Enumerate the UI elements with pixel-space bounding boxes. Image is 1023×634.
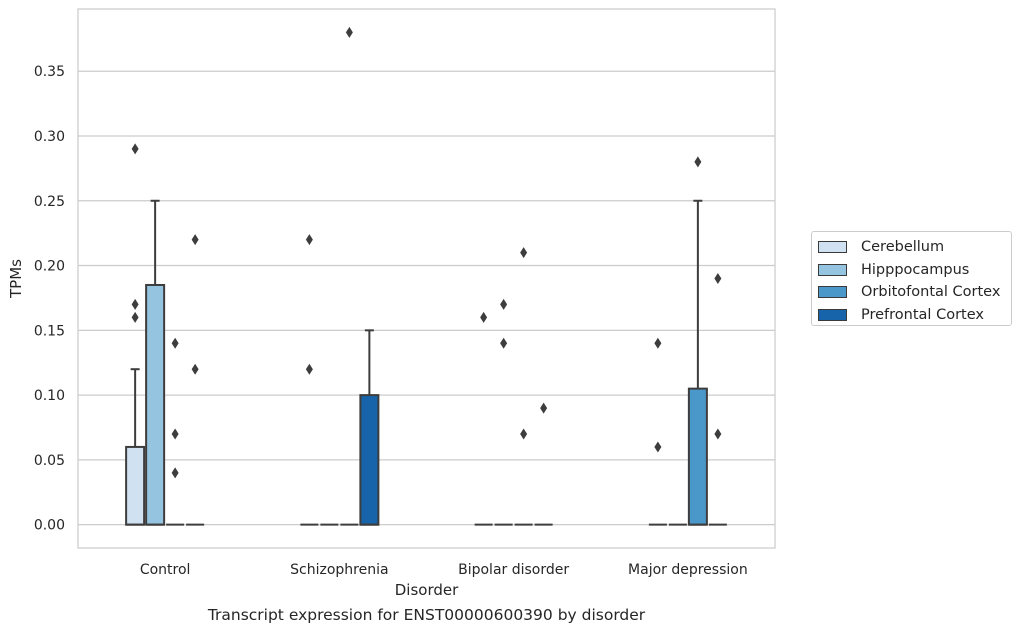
box-body [125, 445, 146, 526]
legend-swatch [818, 308, 847, 321]
y-axis-label: TPMs [7, 259, 25, 299]
outlier-point [520, 428, 528, 440]
x-tick-label: Schizophrenia [290, 562, 388, 578]
box-prefrontal-cortex [359, 329, 380, 526]
box-body [687, 387, 708, 526]
y-tick-label: 0.05 [34, 453, 65, 469]
plot-area [78, 9, 775, 548]
legend-swatch [818, 286, 847, 299]
y-tick-labels: 0.00 0.05 0.10 0.15 0.20 0.25 0.30 0.35 [34, 64, 65, 533]
x-tick-label: Bipolar disorder [458, 562, 569, 578]
outlier-point [171, 337, 179, 349]
legend-label: Prefrontal Cortex [861, 306, 984, 323]
legend-label: Hipppocampus [861, 261, 970, 278]
outlier-point [500, 337, 508, 349]
box-cerebellum [125, 368, 146, 526]
outlier-point [305, 363, 313, 375]
outlier-point [520, 247, 528, 259]
box-body [359, 394, 380, 526]
box-body [145, 283, 166, 526]
outlier-point [714, 428, 722, 440]
outlier-point [654, 337, 662, 349]
legend-item: Orbitofontal Cortex [818, 281, 1011, 304]
outlier-point [171, 467, 179, 479]
outlier-point [714, 273, 722, 284]
outlier-point [191, 234, 199, 246]
outlier-point [131, 298, 139, 310]
legend-item: Prefrontal Cortex [818, 304, 1011, 327]
legend-label: Cerebellum [861, 239, 945, 256]
outlier-point [654, 441, 662, 453]
y-tick-label: 0.15 [34, 323, 65, 339]
y-tick-label: 0.00 [34, 518, 65, 534]
outlier-point [131, 311, 139, 323]
box-orbitofontal-cortex [687, 199, 708, 526]
outlier-points [131, 26, 722, 479]
legend-swatch [818, 241, 847, 254]
outlier-point [131, 143, 139, 155]
legend: Cerebellum Hipppocampus Orbitofontal Corte… [811, 231, 1012, 326]
x-axis-label: Disorder [395, 581, 459, 599]
box-hipppocampus [145, 199, 166, 526]
outlier-point [694, 156, 702, 168]
x-tick-label: Major depression [628, 562, 748, 578]
legend-label: Orbitofontal Cortex [861, 284, 1001, 301]
x-tick-label: Control [140, 562, 191, 578]
y-tick-label: 0.20 [34, 259, 65, 275]
outlier-point [305, 234, 313, 246]
outlier-point [171, 428, 179, 440]
y-tick-label: 0.35 [34, 64, 65, 80]
outlier-point [345, 26, 353, 38]
legend-item: Hipppocampus [818, 259, 1011, 282]
outlier-point [500, 298, 508, 310]
outlier-point [480, 311, 488, 323]
y-tick-label: 0.30 [34, 129, 65, 145]
boxes [125, 199, 727, 526]
x-tick-labels: Control Schizophrenia Bipolar disorder Majo… [140, 562, 748, 578]
outlier-point [191, 363, 199, 375]
legend-item: Cerebellum [818, 236, 1011, 259]
plot-frame [77, 8, 776, 549]
legend-swatch [818, 263, 847, 276]
outlier-point [540, 402, 548, 414]
y-tick-label: 0.10 [34, 388, 65, 404]
figure-caption: Transcript expression for ENST0000060039… [207, 606, 646, 624]
y-tick-label: 0.25 [34, 194, 65, 210]
